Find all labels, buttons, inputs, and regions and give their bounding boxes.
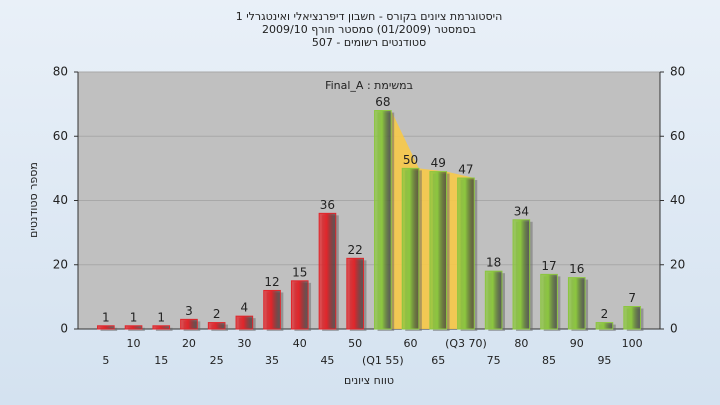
y-tick-label: 60: [53, 129, 68, 143]
value-label: 16: [569, 262, 584, 276]
y-tick-label: 40: [53, 193, 68, 207]
value-label: 34: [514, 204, 529, 218]
y-tick-label: 0: [60, 322, 68, 336]
bar: [595, 322, 614, 330]
x-tick-label: 40: [293, 337, 307, 350]
y2-tick-label: 20: [670, 257, 685, 271]
value-label: 68: [375, 95, 390, 109]
bar: [180, 318, 198, 330]
x-tick-label: 95: [597, 354, 611, 367]
bar: [567, 277, 586, 330]
bar: [374, 110, 392, 330]
chart-subtitle: סטודנטים רשומים - 507: [312, 36, 426, 49]
value-label: 1: [102, 310, 110, 324]
x-tick-label: (Q3 70): [445, 337, 487, 350]
value-label: 17: [541, 259, 556, 273]
value-label: 50: [403, 153, 418, 167]
chart-title: היסטוגרמת ציונים בקורס - חשבון דיפרנציאל…: [236, 10, 503, 23]
x-tick-label: 60: [404, 337, 418, 350]
value-label: 2: [601, 307, 609, 321]
x-tick-label: 75: [487, 354, 501, 367]
bar: [540, 273, 558, 330]
bar: [401, 167, 420, 330]
y-axis-label: מספר סטודנטים: [27, 162, 40, 238]
value-label: 22: [348, 243, 363, 257]
x-tick-label: 15: [154, 354, 168, 367]
x-tick-label: 50: [348, 337, 362, 350]
bar: [152, 325, 171, 330]
x-tick-label: 90: [570, 337, 584, 350]
annotation: במשימת : Final_A: [325, 79, 413, 92]
bar: [318, 212, 337, 330]
x-tick-label: 65: [431, 354, 445, 367]
x-tick-label: (Q1 55): [362, 354, 404, 367]
x-tick-label: 85: [542, 354, 556, 367]
y2-tick-label: 40: [670, 193, 685, 207]
bar: [263, 289, 281, 330]
value-label: 36: [320, 198, 335, 212]
value-label: 4: [241, 301, 249, 315]
y2-tick-label: 60: [670, 129, 685, 143]
bar: [290, 280, 309, 330]
chart-subtitle: בסמסטר (01/2009) סמסטר חורף 2009/10: [262, 23, 476, 36]
bar: [512, 219, 531, 330]
x-tick-label: 100: [622, 337, 643, 350]
x-tick-label: 35: [265, 354, 279, 367]
bar: [124, 325, 143, 330]
x-tick-label: 80: [514, 337, 528, 350]
x-tick-label: 30: [237, 337, 251, 350]
x-tick-label: 10: [127, 337, 141, 350]
bar: [623, 306, 641, 330]
value-label: 7: [628, 291, 636, 305]
value-label: 3: [185, 304, 193, 318]
bar: [235, 315, 254, 330]
bar: [457, 177, 475, 330]
value-label: 2: [213, 307, 221, 321]
y2-tick-label: 80: [670, 65, 685, 79]
value-label: 47: [458, 163, 473, 177]
bar: [97, 325, 115, 330]
value-label: 15: [292, 265, 307, 279]
x-tick-label: 25: [210, 354, 224, 367]
value-label: 49: [431, 156, 446, 170]
value-label: 18: [486, 256, 501, 270]
y-tick-label: 20: [53, 257, 68, 271]
value-label: 12: [264, 275, 279, 289]
bar: [207, 322, 226, 330]
bar: [484, 270, 503, 330]
x-tick-label: 5: [102, 354, 109, 367]
value-label: 1: [157, 310, 165, 324]
x-axis-label: טווח ציונים: [344, 374, 394, 387]
y2-tick-label: 0: [670, 322, 678, 336]
bar: [346, 257, 364, 330]
x-tick-label: 20: [182, 337, 196, 350]
x-tick-label: 45: [320, 354, 334, 367]
bar: [429, 171, 448, 330]
value-label: 1: [130, 310, 138, 324]
y-tick-label: 80: [53, 65, 68, 79]
